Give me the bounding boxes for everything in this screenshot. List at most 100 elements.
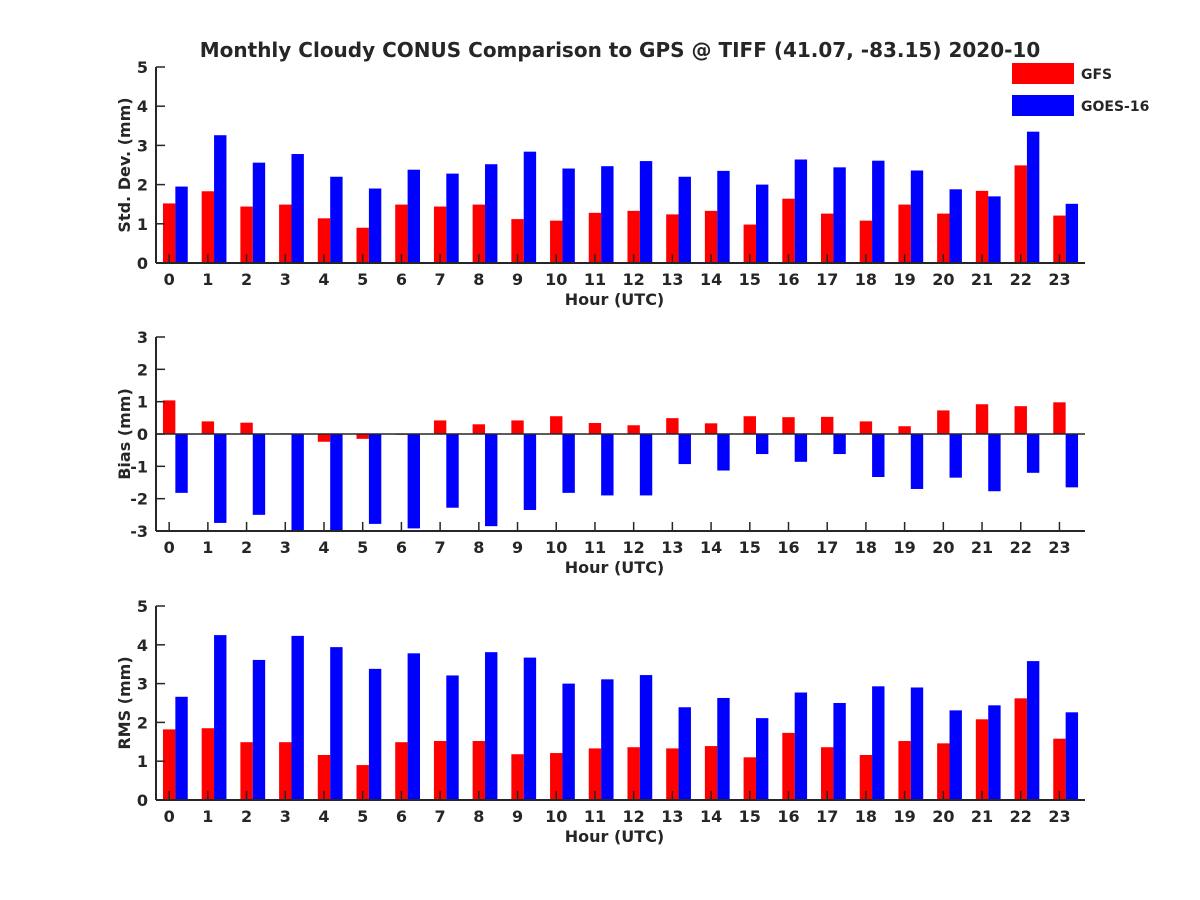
bar-bias-goes16-18 [872,434,885,477]
bar-bias-goes16-14 [717,434,730,471]
bar-rms-goes16-16 [794,692,808,800]
bar-bias-goes16-12 [639,434,653,496]
bar-std-dev-goes16-19 [910,170,924,263]
bar-std-dev-gfs-18 [859,220,873,263]
bar-std-dev-gfs-21 [975,190,989,263]
bar-std-dev-goes16-8 [485,164,498,263]
x-tick-label-rms-10: 10 [545,807,567,826]
x-tick-label-bias-5: 5 [357,538,368,557]
bar-std-dev-goes16-10 [562,168,575,263]
bar-rms-goes16-2 [252,659,266,800]
bar-rms-gfs-5 [356,765,369,800]
bar-rms-gfs-17 [821,747,834,800]
x-tick-label-std-dev-17: 17 [816,270,838,289]
bar-rms-goes16-6 [407,653,420,800]
legend-swatch-goes16 [1012,95,1074,116]
x-tick-label-rms-18: 18 [855,807,877,826]
y-tick-label-bias-6: 3 [137,328,148,347]
x-tick-label-std-dev-19: 19 [893,270,915,289]
x-axis-label-rms: Hour (UTC) [565,827,665,846]
y-tick-label-std-dev-2: 2 [137,176,148,195]
bar-bias-goes16-3 [291,434,304,531]
bar-bias-gfs-7 [433,420,447,434]
bar-bias-goes16-9 [523,434,537,510]
bar-std-dev-gfs-23 [1053,215,1066,263]
bar-std-dev-gfs-19 [898,204,911,263]
x-tick-label-bias-6: 6 [396,538,407,557]
bar-rms-goes16-4 [330,647,343,800]
bar-bias-gfs-11 [588,423,602,434]
bar-bias-gfs-14 [704,423,718,434]
x-tick-label-bias-7: 7 [435,538,446,557]
x-tick-label-std-dev-5: 5 [357,270,368,289]
x-tick-label-bias-21: 21 [971,538,993,557]
bar-rms-gfs-21 [975,719,989,800]
y-tick-label-std-dev-0: 0 [137,254,148,273]
bar-rms-goes16-17 [833,703,846,800]
bar-bias-gfs-2 [240,422,253,434]
bar-std-dev-gfs-2 [240,206,253,263]
bar-rms-goes16-23 [1065,712,1079,800]
bar-rms-gfs-3 [279,742,292,800]
bar-std-dev-goes16-2 [252,162,266,263]
x-tick-label-rms-19: 19 [893,807,915,826]
bar-std-dev-gfs-16 [782,198,795,263]
bar-rms-gfs-7 [433,741,447,800]
x-tick-label-rms-7: 7 [435,807,446,826]
bar-bias-gfs-19 [898,426,911,434]
bar-rms-goes16-19 [910,687,924,800]
bar-std-dev-goes16-20 [949,189,962,263]
bar-std-dev-gfs-11 [588,212,602,263]
bar-std-dev-gfs-15 [743,224,756,263]
x-tick-label-rms-23: 23 [1048,807,1070,826]
x-tick-label-rms-8: 8 [473,807,484,826]
bar-bias-gfs-22 [1014,406,1027,434]
x-tick-label-bias-10: 10 [545,538,567,557]
x-tick-label-bias-4: 4 [318,538,329,557]
bar-bias-goes16-19 [910,434,924,489]
bar-std-dev-gfs-3 [279,204,292,263]
bar-rms-goes16-12 [639,675,653,800]
bar-rms-goes16-7 [446,675,459,800]
bar-bias-goes16-13 [678,434,691,465]
bar-rms-goes16-21 [988,705,1001,800]
x-tick-label-rms-14: 14 [700,807,722,826]
bar-std-dev-gfs-17 [821,213,834,263]
x-tick-label-std-dev-22: 22 [1010,270,1032,289]
y-tick-label-rms-3: 3 [137,675,148,694]
bar-std-dev-goes16-6 [407,169,420,263]
x-tick-label-std-dev-6: 6 [396,270,407,289]
x-tick-label-rms-6: 6 [396,807,407,826]
bar-std-dev-gfs-0 [162,203,176,263]
bar-std-dev-gfs-1 [201,191,215,263]
y-tick-label-bias-2: -1 [130,457,148,476]
bar-std-dev-goes16-11 [601,166,614,263]
y-tick-label-bias-5: 2 [137,360,148,379]
x-tick-label-rms-2: 2 [241,807,252,826]
x-tick-label-std-dev-7: 7 [435,270,446,289]
bar-bias-goes16-5 [368,434,382,524]
bar-std-dev-gfs-8 [472,204,486,263]
x-tick-label-std-dev-3: 3 [280,270,291,289]
bar-bias-gfs-17 [821,416,834,434]
bar-std-dev-gfs-10 [550,220,563,263]
bar-std-dev-gfs-12 [627,210,640,263]
bar-std-dev-goes16-22 [1026,131,1040,263]
bar-std-dev-goes16-13 [678,176,691,263]
x-tick-label-bias-3: 3 [280,538,291,557]
bar-bias-gfs-12 [627,425,640,434]
bar-bias-goes16-16 [794,434,808,462]
bar-rms-gfs-15 [743,757,756,800]
bar-rms-goes16-22 [1026,661,1040,800]
bar-rms-goes16-13 [678,707,691,800]
bar-bias-gfs-18 [859,421,873,434]
bar-bias-gfs-8 [472,424,486,434]
bar-rms-goes16-9 [523,657,537,800]
bar-bias-goes16-4 [330,434,343,531]
bar-rms-goes16-20 [949,710,962,800]
y-tick-label-rms-4: 4 [137,636,148,655]
x-tick-label-std-dev-10: 10 [545,270,567,289]
x-tick-label-bias-1: 1 [202,538,213,557]
